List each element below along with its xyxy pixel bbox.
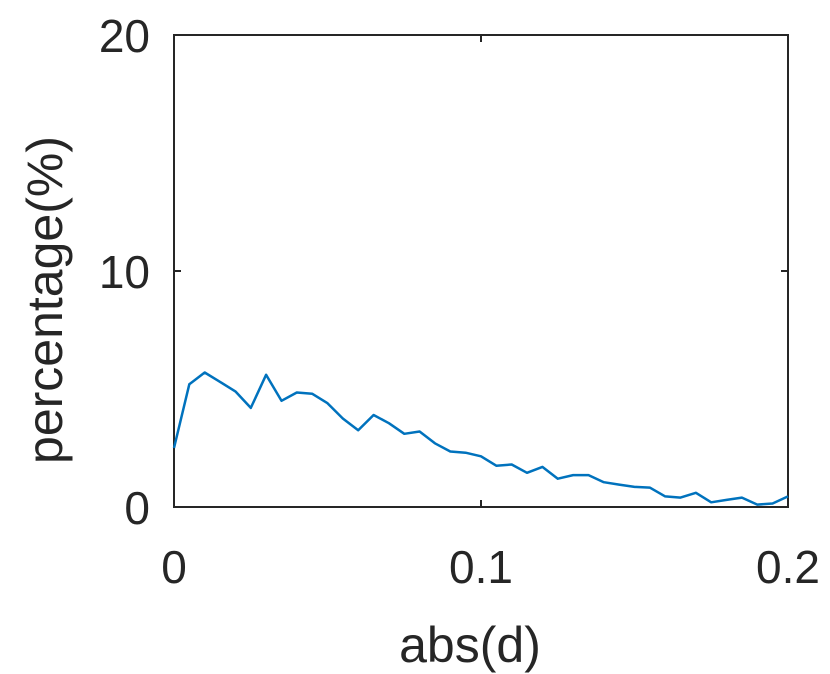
series-layer bbox=[172, 371, 789, 506]
tick-marks bbox=[173, 34, 789, 508]
x-tick-label: 0 bbox=[161, 541, 187, 593]
x-tick-label: 0.2 bbox=[756, 541, 820, 593]
x-tick-labels: 0 0.1 0.2 bbox=[161, 541, 820, 593]
series-line bbox=[172, 371, 789, 506]
y-tick-label: 10 bbox=[99, 246, 150, 298]
x-tick-label: 0.1 bbox=[449, 541, 513, 593]
x-axis-title: abs(d) bbox=[399, 617, 541, 673]
plot-area bbox=[173, 34, 789, 508]
axes-box bbox=[173, 34, 789, 508]
y-tick-labels: 0 10 20 bbox=[99, 10, 150, 534]
y-tick-label: 20 bbox=[99, 10, 150, 62]
y-tick-label: 0 bbox=[124, 482, 150, 534]
y-axis-title: percentage(%) bbox=[17, 136, 73, 464]
